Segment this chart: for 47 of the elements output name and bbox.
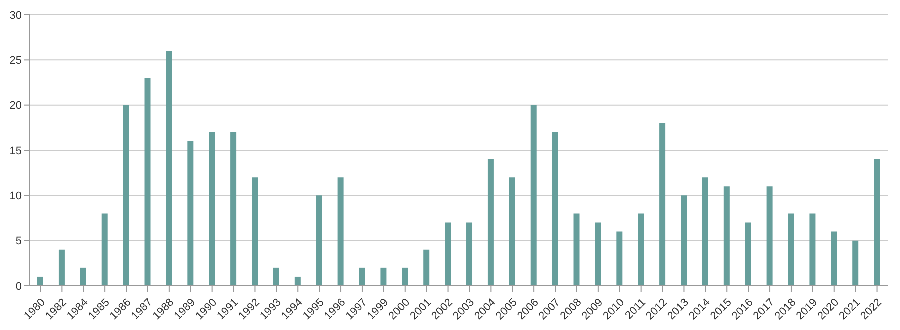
bar [338, 178, 344, 286]
y-tick-label: 10 [10, 190, 22, 203]
bar [316, 196, 322, 286]
bar [123, 105, 130, 286]
bar [445, 222, 452, 286]
y-tick-label: 5 [16, 236, 22, 248]
bar [810, 214, 816, 286]
bar [766, 186, 773, 286]
bar [359, 268, 366, 286]
bar [294, 276, 301, 286]
y-tick-label: 0 [16, 280, 22, 293]
bar [424, 250, 430, 286]
bar [102, 214, 108, 286]
bar [80, 268, 86, 286]
bar [402, 268, 408, 286]
bar [638, 214, 644, 286]
bar [595, 222, 602, 286]
bar [552, 132, 558, 286]
bar [58, 250, 65, 286]
bar [702, 178, 708, 286]
bar [788, 214, 794, 286]
bar [681, 196, 688, 286]
bar [530, 105, 537, 286]
bar [745, 222, 752, 286]
y-tick-label: 30 [10, 10, 22, 22]
bar [38, 276, 44, 286]
bar [230, 132, 237, 286]
bar [252, 178, 258, 286]
bar [144, 78, 151, 286]
y-tick-label: 15 [10, 145, 22, 158]
bar [574, 214, 580, 286]
bar [660, 123, 666, 286]
bar [380, 268, 387, 286]
bar [209, 132, 216, 286]
bar [488, 160, 494, 286]
y-tick-label: 20 [10, 100, 22, 112]
bar [831, 232, 838, 286]
bar [273, 268, 280, 286]
bar [509, 178, 516, 286]
bar [166, 51, 172, 286]
bar [188, 141, 194, 286]
y-tick-label: 25 [10, 55, 22, 68]
bar [874, 160, 880, 286]
bar [616, 232, 623, 286]
bar [724, 186, 730, 286]
bar [466, 222, 473, 286]
bar [852, 240, 859, 286]
